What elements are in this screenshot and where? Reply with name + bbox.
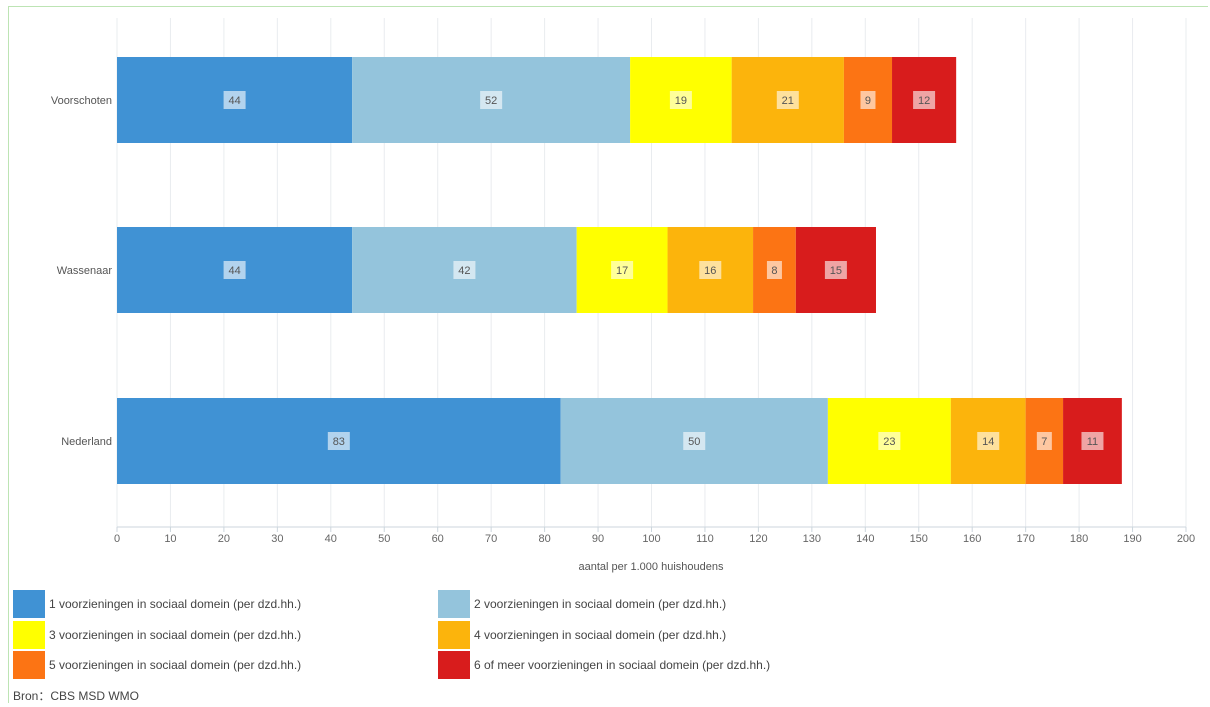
legend-label: 5 voorzieningen in sociaal domein (per d… bbox=[49, 658, 302, 672]
chart-frame bbox=[8, 6, 1208, 703]
data-label-box bbox=[824, 261, 847, 279]
data-label: 19 bbox=[675, 95, 687, 107]
data-label-box bbox=[776, 91, 799, 109]
data-label-box bbox=[977, 432, 1000, 450]
x-tick-label: 130 bbox=[803, 533, 821, 545]
x-tick-label: 40 bbox=[325, 533, 337, 545]
data-label: 23 bbox=[883, 436, 895, 448]
x-tick-label: 80 bbox=[538, 533, 550, 545]
x-tick-label: 160 bbox=[963, 533, 981, 545]
source-note: Bron：CBS MSD WMO bbox=[13, 689, 140, 703]
x-tick-label: 190 bbox=[1123, 533, 1141, 545]
x-tick-label: 90 bbox=[592, 533, 604, 545]
data-label: 21 bbox=[782, 95, 794, 107]
x-tick-label: 150 bbox=[910, 533, 928, 545]
x-tick-label: 200 bbox=[1177, 533, 1195, 545]
legend-item: 6 of meer voorzieningen in sociaal domei… bbox=[438, 651, 770, 679]
data-label: 14 bbox=[982, 436, 994, 448]
legend-swatch bbox=[438, 651, 470, 679]
legend-item: 1 voorzieningen in sociaal domein (per d… bbox=[13, 590, 301, 618]
category-label: Voorschoten bbox=[51, 95, 112, 107]
data-label-box bbox=[453, 261, 476, 279]
x-tick-label: 140 bbox=[856, 533, 874, 545]
legend-item: 5 voorzieningen in sociaal domein (per d… bbox=[13, 651, 301, 679]
data-label: 12 bbox=[918, 95, 930, 107]
legend-item: 4 voorzieningen in sociaal domein (per d… bbox=[438, 621, 726, 649]
x-tick-label: 0 bbox=[114, 533, 120, 545]
legend-label: 1 voorzieningen in sociaal domein (per d… bbox=[49, 597, 302, 611]
legend-swatch bbox=[13, 590, 45, 618]
x-tick-label: 50 bbox=[378, 533, 390, 545]
legend-swatch bbox=[13, 651, 45, 679]
legend-item: 3 voorzieningen in sociaal domein (per d… bbox=[13, 621, 301, 649]
data-label-box bbox=[327, 432, 350, 450]
data-label-box bbox=[611, 261, 634, 279]
data-label: 83 bbox=[333, 436, 345, 448]
legend-label: 2 voorzieningen in sociaal domein (per d… bbox=[474, 597, 727, 611]
data-label-box bbox=[683, 432, 706, 450]
data-label-box bbox=[480, 91, 503, 109]
category-label: Wassenaar bbox=[57, 265, 113, 277]
data-label-box bbox=[766, 261, 782, 279]
x-tick-label: 10 bbox=[164, 533, 176, 545]
data-label: 15 bbox=[830, 265, 842, 277]
data-label: 7 bbox=[1041, 436, 1047, 448]
x-tick-label: 170 bbox=[1016, 533, 1034, 545]
data-label: 17 bbox=[616, 265, 628, 277]
x-tick-label: 30 bbox=[271, 533, 283, 545]
stacked-bar-chart: 44 52 19 21 9 12 44 42 17 16 8 15 83 50 23 14 7 11 0 10 20 3… bbox=[51, 18, 1195, 573]
data-label: 42 bbox=[458, 265, 470, 277]
data-label: 50 bbox=[688, 436, 700, 448]
data-label-box bbox=[223, 261, 246, 279]
data-label-box bbox=[878, 432, 901, 450]
x-axis-title: aantal per 1.000 huishoudens bbox=[579, 561, 724, 573]
legend-label: 3 voorzieningen in sociaal domein (per d… bbox=[49, 628, 302, 642]
data-label: 44 bbox=[228, 95, 240, 107]
data-label-box bbox=[1081, 432, 1104, 450]
x-tick-label: 180 bbox=[1070, 533, 1088, 545]
data-label-box bbox=[913, 91, 936, 109]
data-label-box bbox=[223, 91, 246, 109]
bar-layer bbox=[117, 57, 1122, 484]
legend-label: 6 of meer voorzieningen in sociaal domei… bbox=[474, 658, 771, 672]
legend-swatch bbox=[13, 621, 45, 649]
x-tick-label: 70 bbox=[485, 533, 497, 545]
data-label: 16 bbox=[704, 265, 716, 277]
data-label-box bbox=[1036, 432, 1052, 450]
legend-swatch bbox=[438, 621, 470, 649]
legend-label: 4 voorzieningen in sociaal domein (per d… bbox=[474, 628, 727, 642]
legend-swatch bbox=[438, 590, 470, 618]
data-label: 44 bbox=[228, 265, 240, 277]
data-label: 9 bbox=[865, 95, 871, 107]
x-tick-label: 60 bbox=[432, 533, 444, 545]
data-label-box bbox=[669, 91, 692, 109]
x-tick-label: 100 bbox=[642, 533, 660, 545]
legend-item: 2 voorzieningen in sociaal domein (per d… bbox=[438, 590, 726, 618]
label-layer: 44 52 19 21 9 12 44 42 17 16 8 15 83 50 23 14 7 11 bbox=[223, 91, 1104, 450]
axis-layer: 0 10 20 30 40 50 60 70 80 90 100 110 120 130 140 150 160… bbox=[51, 95, 1195, 545]
data-label-box bbox=[699, 261, 722, 279]
category-label: Nederland bbox=[61, 436, 112, 448]
data-label: 11 bbox=[1087, 436, 1098, 448]
data-label-box bbox=[860, 91, 876, 109]
data-label: 8 bbox=[771, 265, 777, 277]
x-tick-label: 120 bbox=[749, 533, 767, 545]
legend: 1 voorzieningen in sociaal domein (per d… bbox=[13, 590, 913, 680]
x-tick-label: 20 bbox=[218, 533, 230, 545]
data-label: 52 bbox=[485, 95, 497, 107]
x-tick-label: 110 bbox=[696, 533, 714, 545]
